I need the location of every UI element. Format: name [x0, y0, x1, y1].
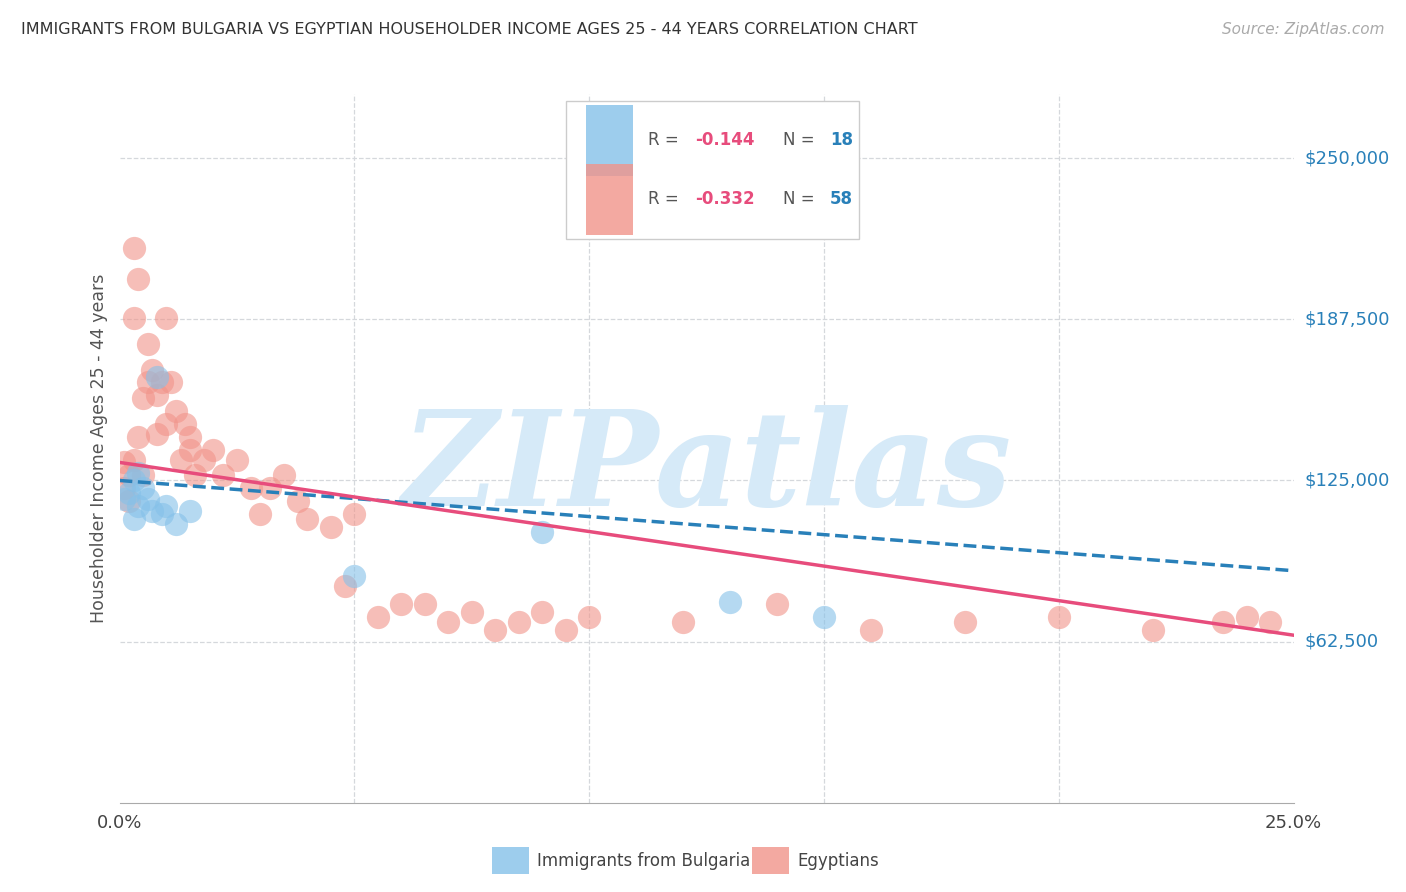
Text: ZIPatlas: ZIPatlas	[401, 405, 1012, 534]
Point	[437, 615, 460, 630]
Point	[1236, 610, 1258, 624]
Point	[122, 474, 145, 488]
Point	[531, 605, 554, 619]
Point	[343, 569, 366, 583]
Point	[174, 417, 197, 431]
Point	[1212, 615, 1234, 630]
Point	[240, 481, 263, 495]
Point	[155, 417, 177, 431]
Text: R =: R =	[648, 131, 683, 149]
Point	[1258, 615, 1281, 630]
Point	[118, 486, 141, 500]
Point	[578, 610, 600, 624]
Text: Egyptians: Egyptians	[797, 852, 879, 870]
Point	[146, 370, 169, 384]
Point	[859, 623, 882, 637]
FancyBboxPatch shape	[585, 105, 633, 176]
Point	[367, 610, 389, 624]
Point	[122, 311, 145, 326]
Point	[389, 597, 412, 611]
Point	[1142, 623, 1164, 637]
Text: 58: 58	[830, 190, 853, 209]
Point	[132, 481, 155, 495]
Text: $250,000: $250,000	[1305, 149, 1391, 167]
Point	[122, 512, 145, 526]
Point	[112, 455, 135, 469]
Point	[460, 605, 484, 619]
Point	[155, 500, 177, 514]
FancyBboxPatch shape	[565, 101, 859, 239]
Point	[484, 623, 506, 637]
Point	[146, 427, 169, 442]
Point	[169, 453, 191, 467]
Point	[136, 491, 159, 506]
Point	[297, 512, 319, 526]
Point	[193, 453, 215, 467]
Point	[118, 468, 141, 483]
Point	[150, 376, 173, 390]
Point	[813, 610, 835, 624]
Point	[136, 336, 159, 351]
Point	[554, 623, 576, 637]
Point	[122, 241, 145, 255]
Point	[160, 376, 183, 390]
Point	[179, 504, 201, 518]
Point	[165, 517, 187, 532]
Point	[141, 504, 163, 518]
Text: Source: ZipAtlas.com: Source: ZipAtlas.com	[1222, 22, 1385, 37]
Point	[508, 615, 530, 630]
Y-axis label: Householder Income Ages 25 - 44 years: Householder Income Ages 25 - 44 years	[90, 274, 108, 623]
Point	[122, 453, 145, 467]
Point	[146, 388, 169, 402]
Point	[136, 376, 159, 390]
Point	[413, 597, 436, 611]
Point	[141, 362, 163, 376]
Text: -0.332: -0.332	[695, 190, 755, 209]
Text: N =: N =	[783, 131, 820, 149]
Point	[127, 429, 149, 443]
Point	[766, 597, 789, 611]
Point	[319, 520, 342, 534]
Point	[112, 491, 135, 506]
Text: 18: 18	[830, 131, 853, 149]
Text: $62,500: $62,500	[1305, 632, 1379, 650]
Point	[179, 442, 201, 457]
Point	[259, 481, 281, 495]
Point	[165, 404, 187, 418]
Point	[118, 494, 141, 508]
Point	[183, 468, 205, 483]
Point	[127, 272, 149, 286]
Text: Immigrants from Bulgaria: Immigrants from Bulgaria	[537, 852, 751, 870]
Point	[127, 466, 149, 480]
FancyBboxPatch shape	[585, 164, 633, 235]
Point	[127, 500, 149, 514]
Text: -0.144: -0.144	[695, 131, 754, 149]
Point	[718, 595, 741, 609]
Point	[211, 468, 233, 483]
Point	[531, 524, 554, 539]
Point	[132, 468, 155, 483]
Point	[953, 615, 976, 630]
Point	[155, 311, 177, 326]
Point	[249, 507, 271, 521]
Point	[343, 507, 366, 521]
Point	[132, 391, 155, 405]
Point	[202, 442, 225, 457]
Text: $187,500: $187,500	[1305, 310, 1391, 328]
Point	[1047, 610, 1070, 624]
Text: $125,000: $125,000	[1305, 472, 1391, 490]
Point	[225, 453, 249, 467]
Text: IMMIGRANTS FROM BULGARIA VS EGYPTIAN HOUSEHOLDER INCOME AGES 25 - 44 YEARS CORRE: IMMIGRANTS FROM BULGARIA VS EGYPTIAN HOU…	[21, 22, 918, 37]
Text: N =: N =	[783, 190, 820, 209]
Point	[287, 494, 309, 508]
Point	[112, 481, 135, 495]
Point	[273, 468, 295, 483]
Point	[672, 615, 695, 630]
Text: R =: R =	[648, 190, 683, 209]
Point	[333, 579, 356, 593]
Point	[179, 429, 201, 443]
Point	[150, 507, 173, 521]
